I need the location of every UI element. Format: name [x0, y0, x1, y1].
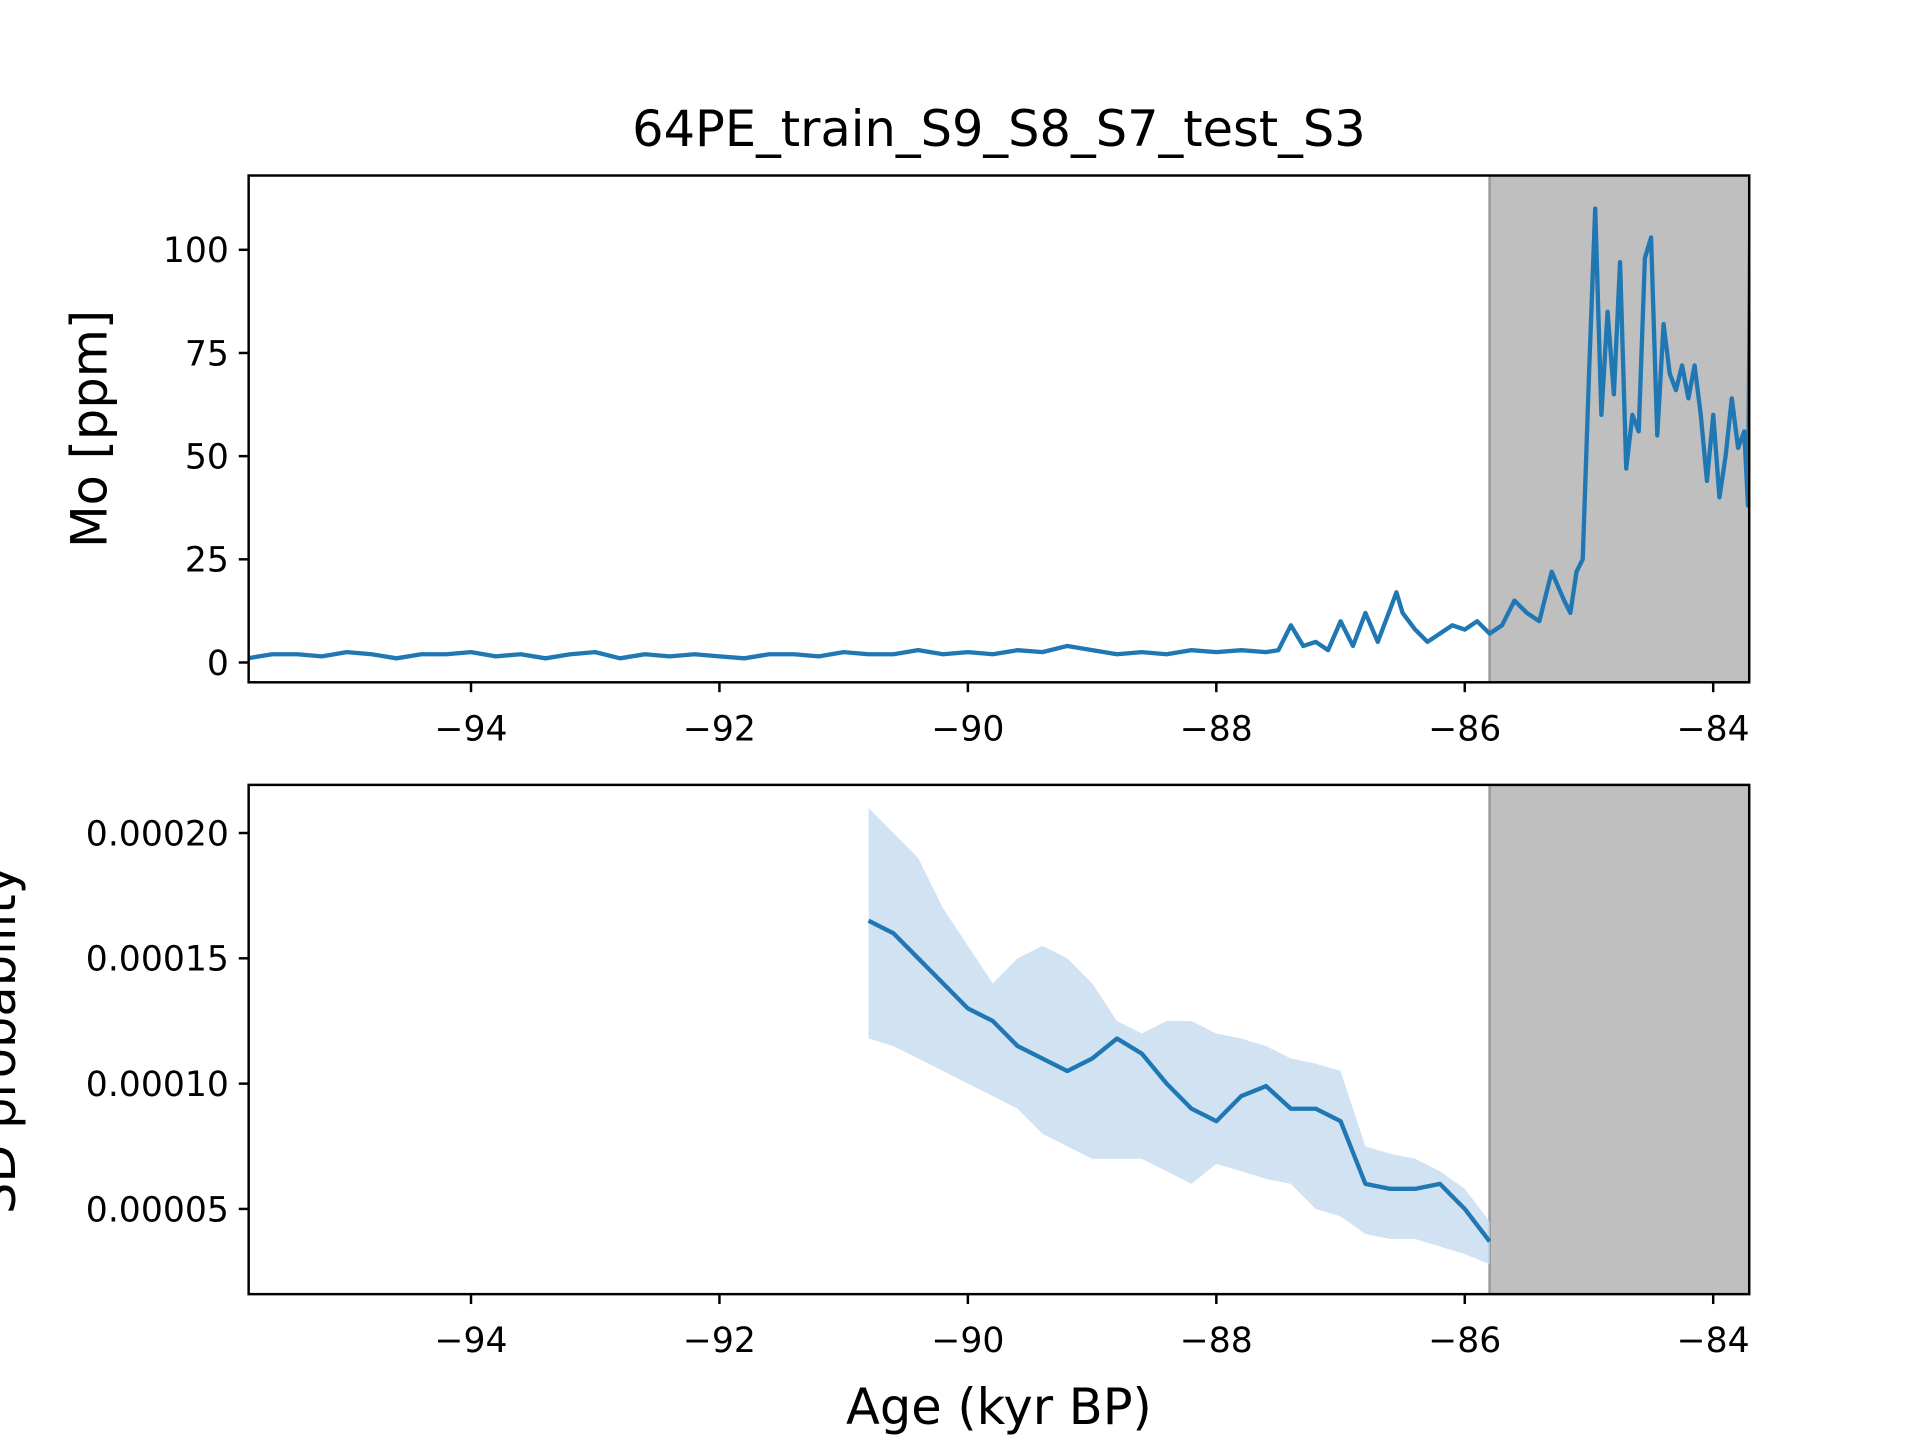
y-tick-label: 0.00005 — [86, 1190, 229, 1230]
axes-frame — [247, 783, 1751, 1296]
x-tick-label: −92 — [683, 709, 756, 749]
x-tick-label: −86 — [1428, 709, 1501, 749]
y-axis-label: Mo [ppm] — [61, 310, 119, 548]
data-line — [248, 196, 1750, 661]
y-tick-label: 50 — [185, 438, 229, 478]
chart-title: 64PE_train_S9_S8_S7_test_S3 — [632, 100, 1366, 158]
x-tick-label: −84 — [1677, 1321, 1750, 1361]
y-tick-label: 75 — [185, 334, 229, 374]
shaded-region — [1489, 784, 1750, 1295]
x-tick-label: −90 — [931, 1321, 1004, 1361]
plot-area — [248, 175, 1750, 683]
shaded-region — [1489, 175, 1750, 683]
y-tick-label: 0 — [207, 644, 229, 684]
x-tick-label: −86 — [1428, 1321, 1501, 1361]
y-axis-label: SD probability — [0, 865, 27, 1214]
x-tick-label: −88 — [1180, 709, 1253, 749]
y-tick-label: 0.00010 — [86, 1065, 229, 1105]
plot-area — [867, 784, 1750, 1295]
x-tick-label: −92 — [683, 1321, 756, 1361]
y-tick-label: 25 — [185, 541, 229, 581]
y-tick-label: 0.00015 — [86, 940, 229, 980]
x-tick-label: −88 — [1180, 1321, 1253, 1361]
uncertainty-band — [868, 808, 1490, 1265]
x-tick-label: −90 — [931, 709, 1004, 749]
x-tick-label: −94 — [434, 709, 507, 749]
x-axis-label: Age (kyr BP) — [846, 1378, 1152, 1436]
x-tick-label: −84 — [1677, 709, 1750, 749]
x-tick-label: −94 — [434, 1321, 507, 1361]
y-tick-label: 0.00020 — [86, 814, 229, 854]
data-line — [867, 918, 1492, 1243]
y-tick-label: 100 — [163, 231, 229, 271]
axes-frame — [247, 174, 1751, 684]
